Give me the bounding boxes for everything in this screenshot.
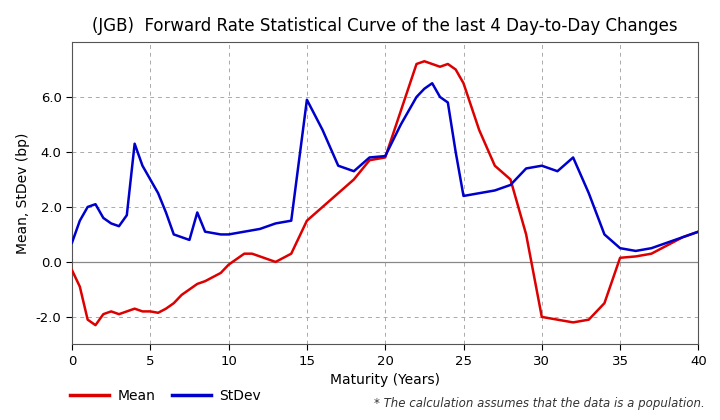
Y-axis label: Mean, StDev (bp): Mean, StDev (bp) — [17, 133, 30, 254]
X-axis label: Maturity (Years): Maturity (Years) — [330, 373, 440, 387]
Title: (JGB)  Forward Rate Statistical Curve of the last 4 Day-to-Day Changes: (JGB) Forward Rate Statistical Curve of … — [92, 17, 678, 35]
Text: * The calculation assumes that the data is a population.: * The calculation assumes that the data … — [374, 397, 705, 410]
Legend: Mean, StDev: Mean, StDev — [65, 384, 266, 409]
